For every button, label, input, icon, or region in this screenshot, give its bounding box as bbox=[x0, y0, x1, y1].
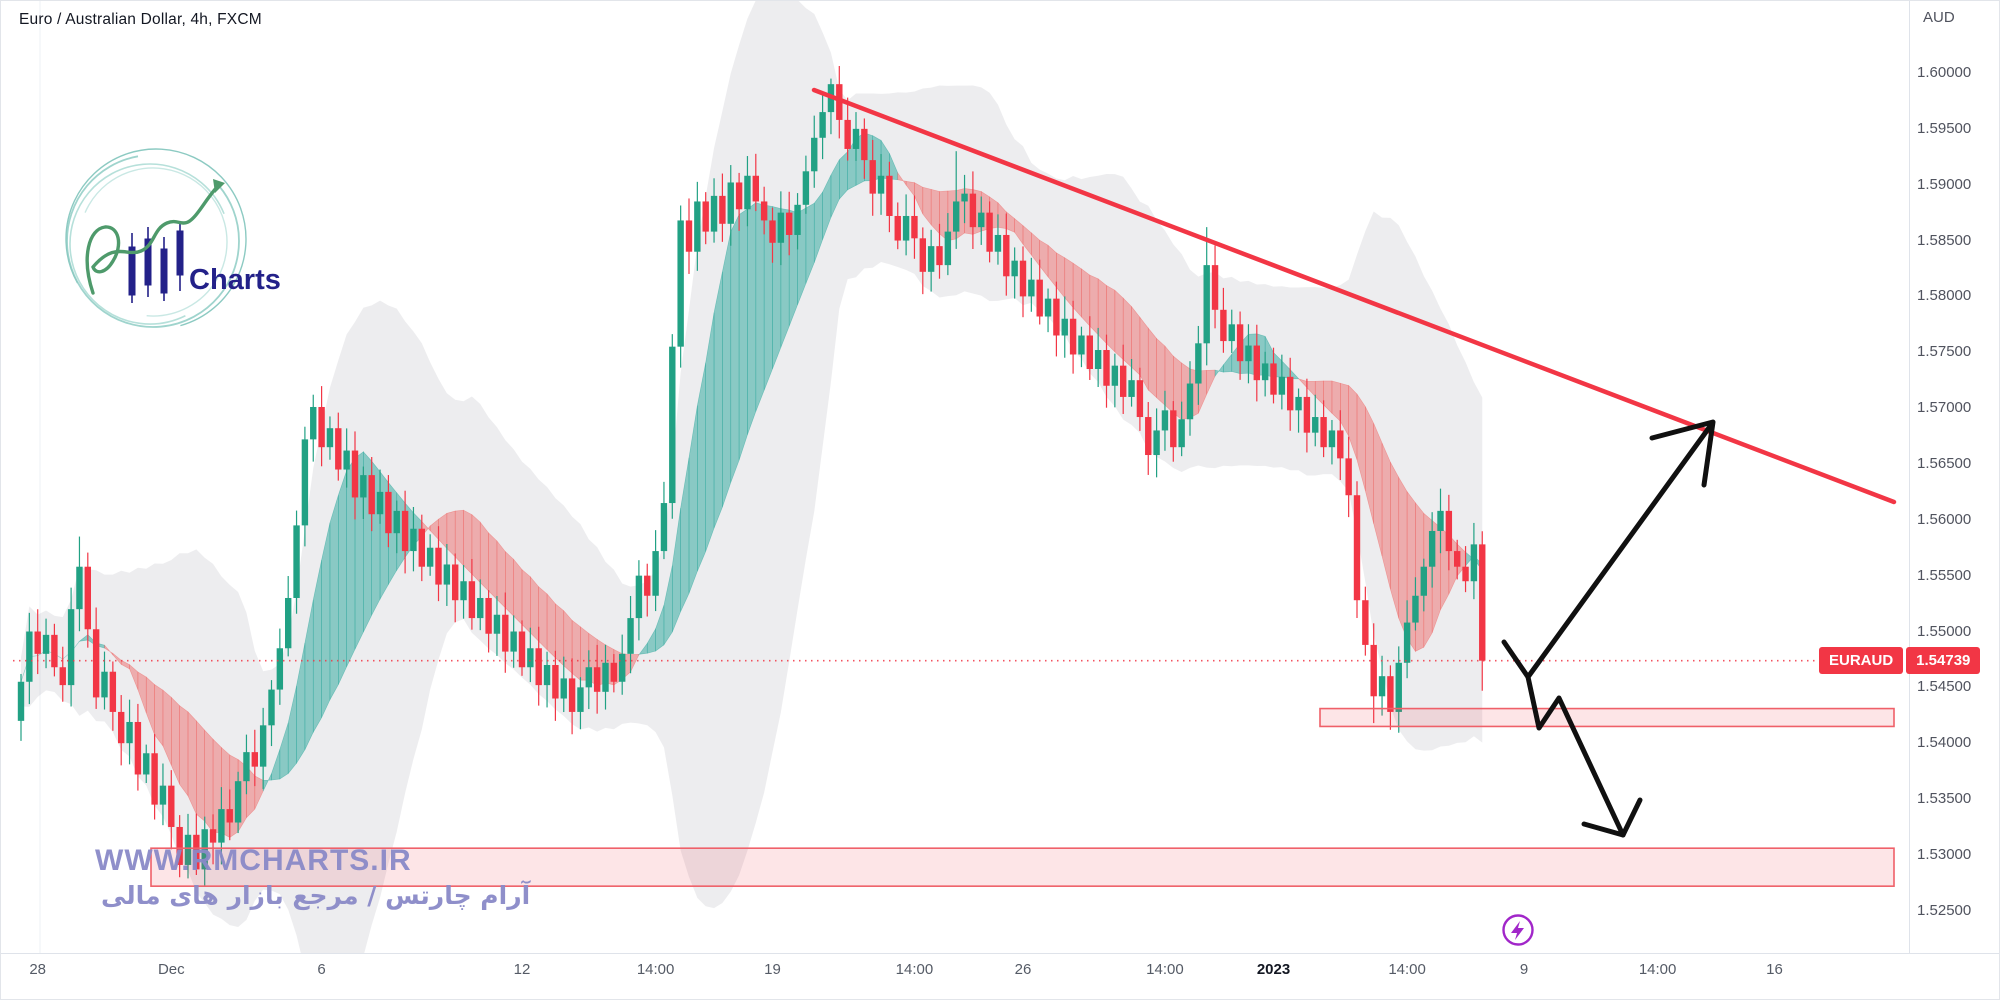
time-axis-label: Dec bbox=[157, 961, 185, 978]
price-axis-label: 1.56000 bbox=[1917, 510, 1972, 528]
quote-currency-label: AUD bbox=[1923, 9, 1955, 26]
price-axis-label: 1.53500 bbox=[1917, 790, 1972, 808]
price-axis-label: 1.56500 bbox=[1917, 454, 1972, 472]
rmcharts-logo: Charts bbox=[65, 148, 281, 330]
volatility-band bbox=[21, 1, 1483, 999]
time-axis-label: 26 bbox=[1014, 961, 1032, 978]
time-axis-label: 14:00 bbox=[1146, 961, 1184, 978]
price-axis-label: 1.59500 bbox=[1917, 119, 1972, 137]
price-axis-label: 1.57000 bbox=[1917, 399, 1972, 417]
price-axis[interactable]: 1.60000 1.59500 1.59000 1.58500 1.58000 1.575… bbox=[1909, 1, 1999, 953]
price-axis-label: 1.58000 bbox=[1917, 287, 1972, 305]
logo-text: Charts bbox=[189, 264, 281, 296]
current-price-symbol: EURAUD bbox=[1819, 647, 1904, 675]
chart-title: Euro / Australian Dollar, 4h, FXCM bbox=[19, 11, 262, 28]
trendline[interactable] bbox=[811, 87, 1897, 505]
time-axis-label: 6 bbox=[317, 961, 326, 978]
price-axis-label: 1.52500 bbox=[1917, 901, 1972, 919]
current-price-value: 1.54739 bbox=[1906, 647, 1981, 675]
time-axis-label: 16 bbox=[1766, 961, 1783, 978]
support-zone-lower[interactable] bbox=[150, 847, 1895, 887]
projection-arrow-down[interactable] bbox=[1501, 639, 1643, 838]
price-axis-label: 1.54000 bbox=[1917, 734, 1972, 752]
logo-candles bbox=[128, 221, 184, 303]
price-axis-label: 1.60000 bbox=[1917, 64, 1972, 81]
time-axis-label: 14:00 bbox=[895, 961, 934, 978]
time-axis-label: 19 bbox=[764, 961, 781, 978]
price-axis-label: 1.55000 bbox=[1917, 622, 1972, 640]
time-axis-label: 14:00 bbox=[1638, 961, 1677, 978]
logo-circle-sketch bbox=[65, 148, 247, 330]
price-axis-label: 1.54500 bbox=[1917, 678, 1972, 696]
time-axis-label: 9 bbox=[1519, 961, 1529, 978]
time-axis-label: 28 bbox=[29, 961, 47, 978]
watermark-url: WWW.RMCHARTS.IR bbox=[95, 844, 412, 877]
time-axis[interactable]: 28 Dec 6 12 14:00 19 14:00 26 14:00 2023 14:00 9 14:… bbox=[1, 953, 1999, 999]
watermark-persian: آرام چارتس / مرجع بازار های مالی bbox=[101, 881, 531, 910]
time-axis-label: 14:00 bbox=[636, 961, 675, 978]
time-axis-label: 14:00 bbox=[1388, 961, 1426, 978]
ma-ribbon bbox=[20, 132, 1483, 839]
projection-arrow-up[interactable] bbox=[1525, 419, 1716, 680]
candlestick-series bbox=[17, 65, 1486, 887]
price-axis-label: 1.59000 bbox=[1917, 175, 1972, 193]
logo-swoosh bbox=[85, 179, 225, 295]
time-axis-label: 12 bbox=[513, 961, 531, 978]
price-axis-label: 1.55500 bbox=[1917, 566, 1972, 584]
support-zone-upper[interactable] bbox=[1319, 707, 1895, 728]
current-price-label[interactable]: EURAUD 1.54739 bbox=[1819, 647, 1981, 675]
price-axis-label: 1.53000 bbox=[1917, 845, 1972, 863]
price-axis-label: 1.57500 bbox=[1917, 343, 1972, 361]
time-axis-separator bbox=[1, 953, 1999, 954]
price-axis-label: 1.58500 bbox=[1917, 231, 1972, 249]
time-axis-label: 2023 bbox=[1256, 961, 1291, 978]
lightning-icon[interactable] bbox=[1499, 911, 1537, 949]
price-axis-separator bbox=[1909, 1, 1910, 953]
